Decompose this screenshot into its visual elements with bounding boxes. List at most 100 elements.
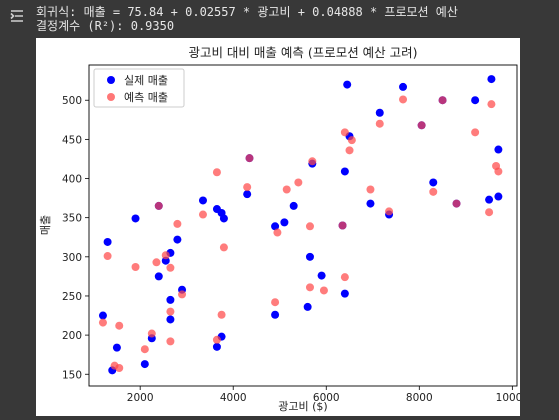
legend-label-predicted: 예측 매출 [124,91,168,104]
predicted-point [338,221,347,230]
actual-point [112,343,121,352]
predicted-point [485,208,494,217]
predicted-point [487,100,496,109]
predicted-point [152,258,161,267]
predicted-point [308,157,317,166]
legend: 실제 매출 예측 매출 [93,68,185,108]
predicted-point [166,263,175,272]
chart-title: 광고비 대비 매출 예측 (프로모션 예산 고려) [188,45,417,60]
predicted-point [340,273,349,282]
predicted-point [385,207,394,216]
predicted-point [271,298,280,307]
predicted-point [305,222,314,231]
predicted-point [103,252,112,261]
predicted-point [198,210,207,219]
predicted-point [399,95,408,104]
actual-point [487,75,496,84]
plot-area [88,64,518,387]
actual-point [154,272,163,281]
x-tick-label: 4000 [220,392,247,404]
actual-point [166,315,175,324]
legend-marker-predicted [107,93,115,101]
predicted-point [161,251,170,260]
legend-box [93,68,185,108]
actual-point [271,310,280,319]
actual-point [317,271,326,280]
actual-point [243,190,252,199]
actual-point [429,178,438,187]
actual-point [485,195,494,204]
output-collapse-icon[interactable] [9,9,25,23]
actual-point [340,289,349,298]
actual-point [494,145,503,154]
predicted-point [115,363,124,372]
y-tick-label: 450 [62,134,82,146]
predicted-point [115,321,124,330]
predicted-point [173,219,182,228]
actual-point [289,201,298,210]
actual-point [131,214,140,223]
actual-point [212,342,221,351]
predicted-point [471,128,480,137]
predicted-point [212,168,221,177]
predicted-point [166,337,175,346]
chart-figure: 광고비 대비 매출 예측 (프로모션 예산 고려) 2000 4000 6000 80… [36,38,529,416]
predicted-point [340,128,349,137]
actual-point [305,252,314,261]
actual-point [98,311,107,320]
cell-output-text: 회귀식: 매출 = 75.84 + 0.02557 * 광고비 + 0.0488… [36,5,458,33]
legend-label-actual: 실제 매출 [124,74,168,87]
predicted-point [166,307,175,316]
predicted-point [178,290,187,299]
predicted-point [305,283,314,292]
predicted-point [219,243,228,252]
actual-point [303,302,312,311]
actual-point [198,196,207,205]
actual-point [340,167,349,176]
actual-point [366,199,375,208]
y-tick-label: 400 [62,174,82,186]
actual-point [280,218,289,227]
predicted-point [345,146,354,155]
predicted-point [282,185,291,194]
predicted-point [429,187,438,196]
predicted-point [494,167,503,176]
predicted-point [417,121,426,130]
y-tick-label: 350 [62,213,82,225]
predicted-point [319,286,328,295]
y-tick-label: 500 [62,95,82,107]
actual-point [343,80,352,89]
actual-point [173,235,182,244]
actual-point [103,237,112,246]
actual-point [161,256,170,265]
x-tick-label: 10000 [496,392,520,404]
predicted-point [375,119,384,128]
x-tick-label: 8000 [406,392,433,404]
predicted-point [98,318,107,327]
predicted-point [452,199,461,208]
y-axis-label: 매출 [39,215,52,235]
predicted-point [243,183,252,192]
predicted-point [131,262,140,271]
actual-point [271,222,280,231]
actual-point [494,192,503,201]
predicted-point [347,136,356,145]
regression-equation-text: 회귀식: 매출 = 75.84 + 0.02557 * 광고비 + 0.0488… [36,5,458,19]
x-tick-label: 2000 [127,392,154,404]
actual-point [399,82,408,91]
actual-point [140,360,149,369]
predicted-point [217,310,226,319]
x-tick-label: 6000 [313,392,340,404]
actual-point [375,108,384,117]
actual-point [219,214,228,223]
predicted-point [273,228,282,237]
scatter-chart: 광고비 대비 매출 예측 (프로모션 예산 고려) 2000 4000 6000 80… [39,45,529,413]
y-tick-label: 300 [62,252,82,264]
predicted-point [438,96,447,105]
actual-point [471,96,480,105]
y-tick-label: 200 [62,330,82,342]
predicted-point [212,335,221,344]
legend-marker-actual [107,76,115,84]
actual-point [166,295,175,304]
predicted-point [366,185,375,194]
